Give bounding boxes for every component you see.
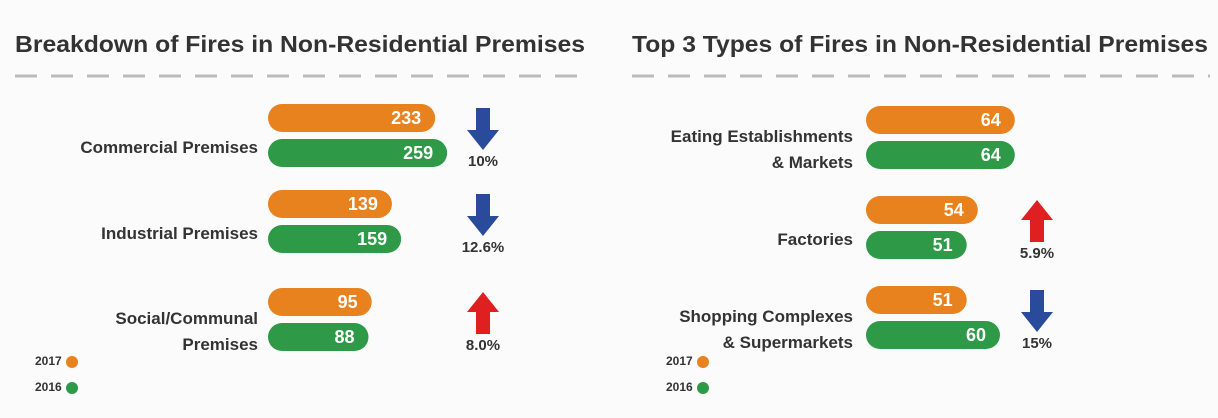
bar [268,104,436,132]
legend-label: 2017 [35,354,62,368]
bar [268,225,402,253]
category-label: Eating Establishments [671,127,853,146]
change-arrow [1021,290,1053,332]
bar-value-label: 64 [981,145,1001,165]
bar-value-label: 51 [933,290,953,310]
category-label: Commercial Premises [80,138,258,157]
bar-value-label: 95 [338,292,358,312]
change-label: 10% [468,153,498,170]
change-label: 12.6% [462,239,505,256]
legend-swatch [697,382,709,394]
bar-value-label: 51 [933,235,953,255]
chart-title: Breakdown of Fires in Non-Residential Pr… [15,31,585,57]
legend-swatch [66,356,78,368]
change-arrow [1021,200,1053,242]
legend-label: 2016 [35,380,62,394]
legend-label: 2016 [666,380,693,394]
bar-value-label: 259 [403,143,433,163]
bar-value-label: 159 [357,229,387,249]
category-label: & Supermarkets [723,333,853,352]
bar [268,323,369,351]
change-arrow [467,292,499,334]
bar [866,141,1015,169]
legend-swatch [66,382,78,394]
bar-value-label: 139 [348,194,378,214]
legend-swatch [697,356,709,368]
chart-title: Top 3 Types of Fires in Non-Residential … [632,31,1208,57]
change-label: 15% [1022,335,1052,352]
change-arrow [467,108,499,150]
category-label: Industrial Premises [101,224,258,243]
bar [866,231,967,259]
change-arrow [467,194,499,236]
category-label: Shopping Complexes [679,307,853,326]
bar [268,190,392,218]
bar-value-label: 54 [944,200,964,220]
category-label: Factories [777,230,853,249]
bar [268,139,448,167]
change-label: 5.9% [1020,245,1054,262]
bar-value-label: 64 [981,110,1001,130]
bar-value-label: 60 [966,325,986,345]
bar [866,286,967,314]
bar [268,288,372,316]
bar-value-label: 233 [391,108,421,128]
category-label: Premises [182,335,258,354]
bar [866,321,1000,349]
bar [866,106,1015,134]
legend-label: 2017 [666,354,693,368]
bar-value-label: 88 [334,327,354,347]
bar [866,196,978,224]
category-label: & Markets [772,153,853,172]
change-label: 8.0% [466,337,500,354]
category-label: Social/Communal [115,309,258,328]
